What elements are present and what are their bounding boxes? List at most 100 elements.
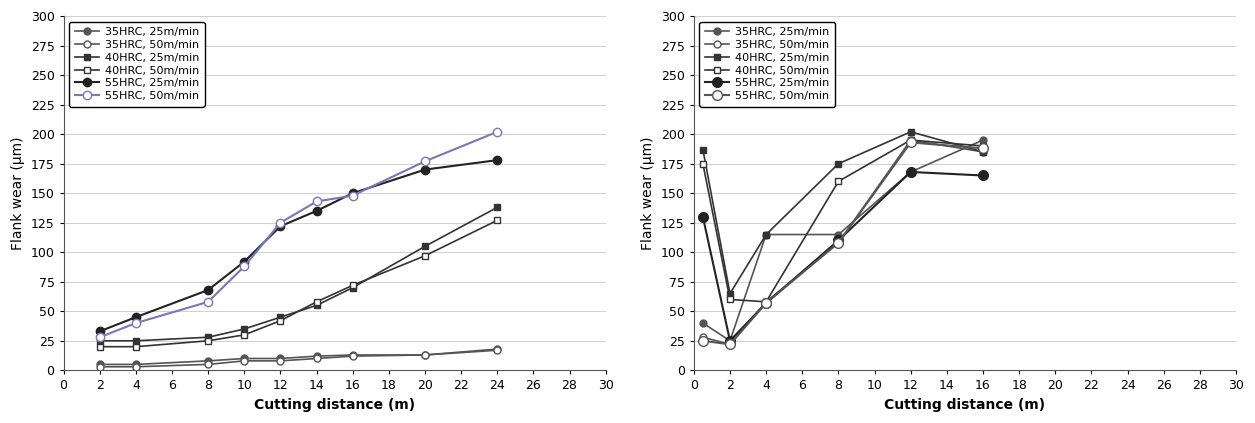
Line: 35HRC, 25m/min: 35HRC, 25m/min bbox=[97, 346, 501, 368]
35HRC, 50m/min bbox=[831, 240, 846, 245]
35HRC, 25m/min bbox=[272, 356, 287, 361]
35HRC, 50m/min bbox=[695, 335, 710, 340]
55HRC, 50m/min bbox=[272, 220, 287, 225]
35HRC, 50m/min bbox=[758, 299, 773, 305]
55HRC, 50m/min bbox=[309, 199, 324, 204]
Legend: 35HRC, 25m/min, 35HRC, 50m/min, 40HRC, 25m/min, 40HRC, 50m/min, 55HRC, 25m/min, : 35HRC, 25m/min, 35HRC, 50m/min, 40HRC, 2… bbox=[699, 22, 835, 107]
40HRC, 50m/min bbox=[128, 344, 143, 349]
35HRC, 25m/min bbox=[695, 321, 710, 326]
55HRC, 25m/min bbox=[418, 167, 433, 172]
Line: 55HRC, 50m/min: 55HRC, 50m/min bbox=[95, 128, 502, 341]
55HRC, 25m/min bbox=[695, 214, 710, 220]
35HRC, 25m/min bbox=[345, 352, 360, 357]
40HRC, 25m/min bbox=[831, 161, 846, 166]
55HRC, 25m/min bbox=[92, 329, 107, 334]
X-axis label: Cutting distance (m): Cutting distance (m) bbox=[885, 398, 1045, 412]
55HRC, 25m/min bbox=[237, 259, 252, 264]
40HRC, 50m/min bbox=[831, 179, 846, 184]
55HRC, 50m/min bbox=[201, 299, 216, 305]
55HRC, 50m/min bbox=[904, 140, 919, 145]
35HRC, 50m/min bbox=[128, 364, 143, 369]
35HRC, 25m/min bbox=[904, 170, 919, 175]
35HRC, 50m/min bbox=[904, 137, 919, 143]
40HRC, 50m/min bbox=[904, 137, 919, 143]
Y-axis label: Flank wear (μm): Flank wear (μm) bbox=[641, 137, 655, 250]
55HRC, 50m/min bbox=[345, 193, 360, 198]
55HRC, 50m/min bbox=[128, 321, 143, 326]
35HRC, 25m/min bbox=[489, 346, 505, 352]
55HRC, 50m/min bbox=[723, 342, 738, 347]
40HRC, 25m/min bbox=[309, 303, 324, 308]
40HRC, 50m/min bbox=[345, 283, 360, 288]
Line: 35HRC, 50m/min: 35HRC, 50m/min bbox=[97, 347, 501, 370]
55HRC, 50m/min bbox=[975, 146, 990, 151]
Legend: 35HRC, 25m/min, 35HRC, 50m/min, 40HRC, 25m/min, 40HRC, 50m/min, 55HRC, 25m/min, : 35HRC, 25m/min, 35HRC, 50m/min, 40HRC, 2… bbox=[69, 22, 205, 107]
40HRC, 50m/min bbox=[758, 299, 773, 305]
55HRC, 25m/min bbox=[309, 209, 324, 214]
40HRC, 50m/min bbox=[723, 297, 738, 302]
35HRC, 25m/min bbox=[975, 137, 990, 143]
Line: 40HRC, 25m/min: 40HRC, 25m/min bbox=[699, 128, 986, 297]
55HRC, 50m/min bbox=[831, 240, 846, 245]
35HRC, 25m/min bbox=[831, 232, 846, 237]
Line: 55HRC, 25m/min: 55HRC, 25m/min bbox=[95, 156, 502, 335]
55HRC, 50m/min bbox=[758, 300, 773, 305]
Line: 35HRC, 50m/min: 35HRC, 50m/min bbox=[699, 137, 986, 348]
Y-axis label: Flank wear (μm): Flank wear (μm) bbox=[11, 137, 25, 250]
55HRC, 50m/min bbox=[489, 129, 505, 135]
40HRC, 50m/min bbox=[92, 344, 107, 349]
55HRC, 25m/min bbox=[975, 173, 990, 178]
40HRC, 50m/min bbox=[695, 161, 710, 166]
35HRC, 50m/min bbox=[92, 364, 107, 369]
35HRC, 50m/min bbox=[418, 352, 433, 357]
35HRC, 25m/min bbox=[237, 356, 252, 361]
Line: 55HRC, 25m/min: 55HRC, 25m/min bbox=[698, 167, 988, 346]
35HRC, 50m/min bbox=[309, 356, 324, 361]
40HRC, 25m/min bbox=[758, 232, 773, 237]
55HRC, 25m/min bbox=[904, 170, 919, 175]
55HRC, 50m/min bbox=[237, 264, 252, 269]
55HRC, 50m/min bbox=[695, 338, 710, 343]
35HRC, 50m/min bbox=[201, 362, 216, 367]
40HRC, 25m/min bbox=[695, 147, 710, 152]
40HRC, 25m/min bbox=[128, 338, 143, 343]
40HRC, 50m/min bbox=[309, 299, 324, 305]
55HRC, 25m/min bbox=[201, 288, 216, 293]
35HRC, 50m/min bbox=[237, 358, 252, 363]
40HRC, 25m/min bbox=[237, 327, 252, 332]
40HRC, 50m/min bbox=[272, 318, 287, 323]
40HRC, 50m/min bbox=[975, 143, 990, 148]
35HRC, 50m/min bbox=[272, 358, 287, 363]
X-axis label: Cutting distance (m): Cutting distance (m) bbox=[254, 398, 415, 412]
35HRC, 50m/min bbox=[345, 354, 360, 359]
40HRC, 25m/min bbox=[201, 335, 216, 340]
40HRC, 25m/min bbox=[723, 291, 738, 296]
55HRC, 25m/min bbox=[831, 238, 846, 243]
35HRC, 25m/min bbox=[758, 232, 773, 237]
40HRC, 25m/min bbox=[904, 129, 919, 135]
35HRC, 25m/min bbox=[418, 352, 433, 357]
55HRC, 25m/min bbox=[723, 338, 738, 343]
35HRC, 25m/min bbox=[201, 358, 216, 363]
35HRC, 25m/min bbox=[128, 362, 143, 367]
Line: 55HRC, 50m/min: 55HRC, 50m/min bbox=[698, 137, 988, 349]
40HRC, 50m/min bbox=[237, 332, 252, 338]
Line: 35HRC, 25m/min: 35HRC, 25m/min bbox=[699, 137, 986, 344]
35HRC, 25m/min bbox=[309, 354, 324, 359]
40HRC, 25m/min bbox=[489, 205, 505, 210]
35HRC, 50m/min bbox=[975, 149, 990, 154]
Line: 40HRC, 50m/min: 40HRC, 50m/min bbox=[97, 217, 501, 350]
55HRC, 25m/min bbox=[128, 315, 143, 320]
55HRC, 25m/min bbox=[272, 224, 287, 229]
40HRC, 50m/min bbox=[418, 253, 433, 258]
40HRC, 25m/min bbox=[272, 315, 287, 320]
55HRC, 50m/min bbox=[92, 335, 107, 340]
40HRC, 50m/min bbox=[201, 338, 216, 343]
35HRC, 25m/min bbox=[723, 338, 738, 343]
40HRC, 25m/min bbox=[92, 338, 107, 343]
55HRC, 50m/min bbox=[418, 159, 433, 164]
55HRC, 25m/min bbox=[758, 300, 773, 305]
40HRC, 25m/min bbox=[345, 285, 360, 290]
35HRC, 50m/min bbox=[723, 342, 738, 347]
40HRC, 25m/min bbox=[975, 149, 990, 154]
